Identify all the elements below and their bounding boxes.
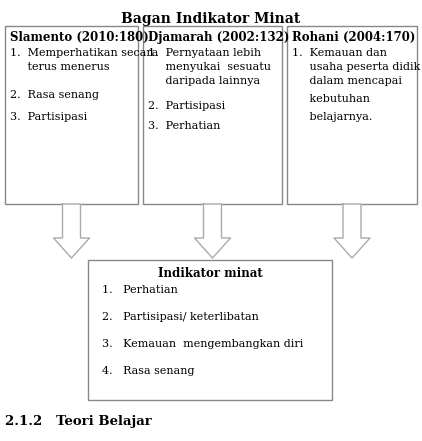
Text: 1.   Perhatian: 1. Perhatian: [102, 285, 178, 295]
Text: dalam mencapai: dalam mencapai: [292, 76, 402, 86]
Text: Slamento (2010:180): Slamento (2010:180): [10, 31, 149, 44]
Bar: [143, 26, 282, 204]
Polygon shape: [195, 204, 230, 258]
Text: terus menerus: terus menerus: [10, 62, 110, 72]
Text: Djamarah (2002:132): Djamarah (2002:132): [148, 31, 289, 44]
Text: 1.  Pernyataan lebih: 1. Pernyataan lebih: [148, 48, 261, 58]
Text: usaha peserta didik: usaha peserta didik: [292, 62, 420, 72]
Text: Indikator minat: Indikator minat: [158, 267, 262, 280]
Text: daripada lainnya: daripada lainnya: [148, 76, 260, 86]
Text: 4.   Rasa senang: 4. Rasa senang: [102, 366, 195, 376]
Text: 2.  Rasa senang: 2. Rasa senang: [10, 90, 99, 100]
Polygon shape: [54, 204, 89, 258]
Text: 2.   Partisipasi/ keterlibatan: 2. Partisipasi/ keterlibatan: [102, 312, 259, 322]
Text: 2.1.2   Teori Belajar: 2.1.2 Teori Belajar: [5, 415, 152, 428]
Text: 2.  Partisipasi: 2. Partisipasi: [148, 101, 225, 111]
Text: Rohani (2004:170): Rohani (2004:170): [292, 31, 415, 44]
Text: belajarnya.: belajarnya.: [292, 112, 372, 122]
Text: 3.  Partisipasi: 3. Partisipasi: [10, 112, 87, 122]
Text: 3.  Perhatian: 3. Perhatian: [148, 121, 220, 131]
Bar: [287, 26, 417, 204]
Text: 1.  Memperhatikan secara: 1. Memperhatikan secara: [10, 48, 158, 58]
Bar: [5, 26, 138, 204]
Bar: [88, 260, 332, 400]
Text: Bagan Indikator Minat: Bagan Indikator Minat: [122, 12, 300, 26]
Text: 3.   Kemauan  mengembangkan diri: 3. Kemauan mengembangkan diri: [102, 339, 303, 349]
Text: kebutuhan: kebutuhan: [292, 94, 370, 104]
Polygon shape: [334, 204, 370, 258]
Text: 1.  Kemauan dan: 1. Kemauan dan: [292, 48, 387, 58]
Text: menyukai  sesuatu: menyukai sesuatu: [148, 62, 271, 72]
